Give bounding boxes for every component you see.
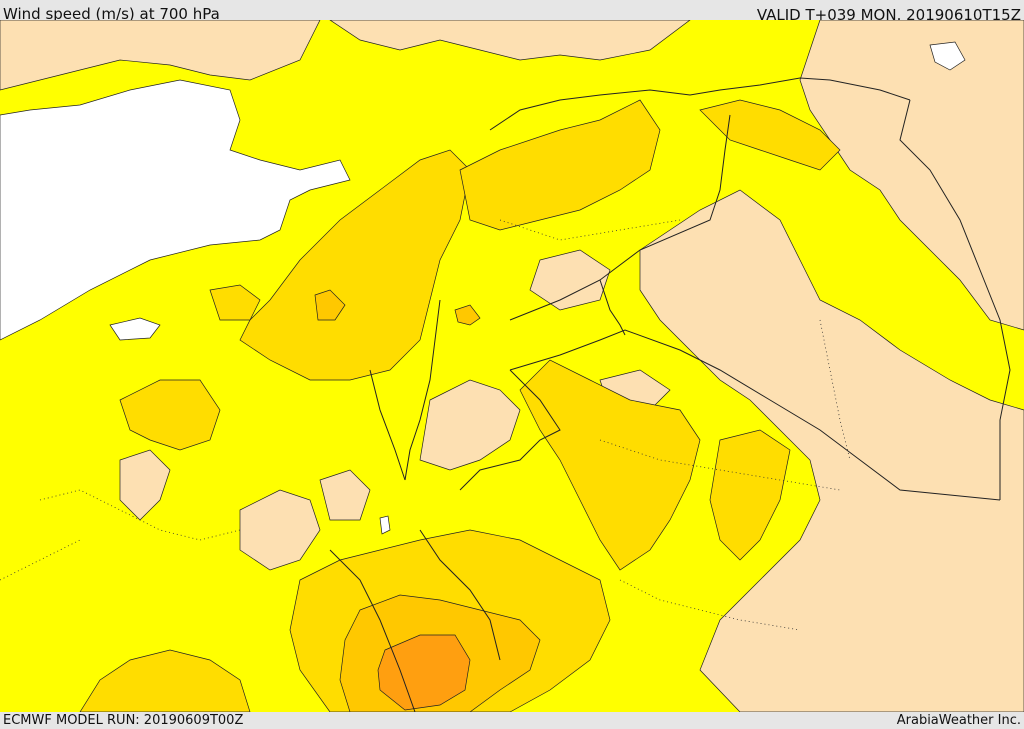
low-wind-north <box>329 20 691 61</box>
internal-boundary-6 <box>0 539 81 581</box>
border-israel-jordan <box>404 299 441 481</box>
high-wind-iraq <box>699 99 841 171</box>
valid-time: VALID T+039 MON. 20190610T15Z <box>756 6 1021 24</box>
border-saudi-south <box>419 529 501 661</box>
wind-speed-map <box>0 20 1024 712</box>
internal-boundaries <box>0 219 851 631</box>
border-egypt-sudan <box>329 549 416 712</box>
low-wind-areas <box>0 20 1024 712</box>
low-wind-east <box>639 189 1024 712</box>
border-east <box>899 99 1011 500</box>
low-wind-sinai <box>239 489 321 571</box>
high-wind-jordan <box>519 359 701 571</box>
higher-wind-jordan-spot <box>454 304 481 326</box>
border-jordan-saudi <box>509 329 1001 501</box>
island-cyprus <box>109 317 161 341</box>
low-wind-turkey <box>0 20 321 91</box>
country-borders <box>329 77 1011 712</box>
map-title: Wind speed (m/s) at 700 hPa <box>3 5 220 23</box>
low-wind-northeast <box>799 20 1024 331</box>
low-wind-egypt <box>119 449 171 521</box>
max-wind-areas <box>377 634 471 711</box>
low-wind-negev <box>319 469 371 521</box>
border-jordan-iraq <box>599 279 626 336</box>
internal-boundary-2 <box>599 439 841 491</box>
border-saudi-jordan-west <box>459 369 561 491</box>
low-wind-iraq-west <box>529 249 611 311</box>
credit: ArabiaWeather Inc. <box>896 713 1021 728</box>
dead-sea <box>379 515 391 535</box>
border-turkey-syria <box>489 77 911 131</box>
sea <box>0 41 966 535</box>
border-syria-iraq <box>509 114 731 321</box>
high-wind-egypt-south <box>79 649 251 712</box>
border-egypt-israel <box>369 369 406 481</box>
higher-wind-lebanon <box>314 289 346 321</box>
high-wind-cyprus-east <box>209 284 261 321</box>
low-wind-jordan <box>419 379 521 471</box>
map-header: Wind speed (m/s) at 700 hPa VALID T+039 … <box>0 0 1024 24</box>
internal-boundary-5 <box>819 319 851 461</box>
map-footer: ECMWF MODEL RUN: 20190609T00Z ArabiaWeat… <box>0 712 1024 729</box>
internal-boundary-3 <box>39 489 241 541</box>
high-wind-egypt-north <box>119 379 221 451</box>
mediterranean-sea <box>0 79 351 341</box>
high-wind-iraq-2 <box>709 429 791 561</box>
high-wind-syria <box>459 99 661 231</box>
max-wind-core <box>377 634 471 711</box>
model-run: ECMWF MODEL RUN: 20190609T00Z <box>3 713 244 728</box>
lake-north <box>929 41 966 71</box>
high-wind-levant <box>239 149 471 381</box>
